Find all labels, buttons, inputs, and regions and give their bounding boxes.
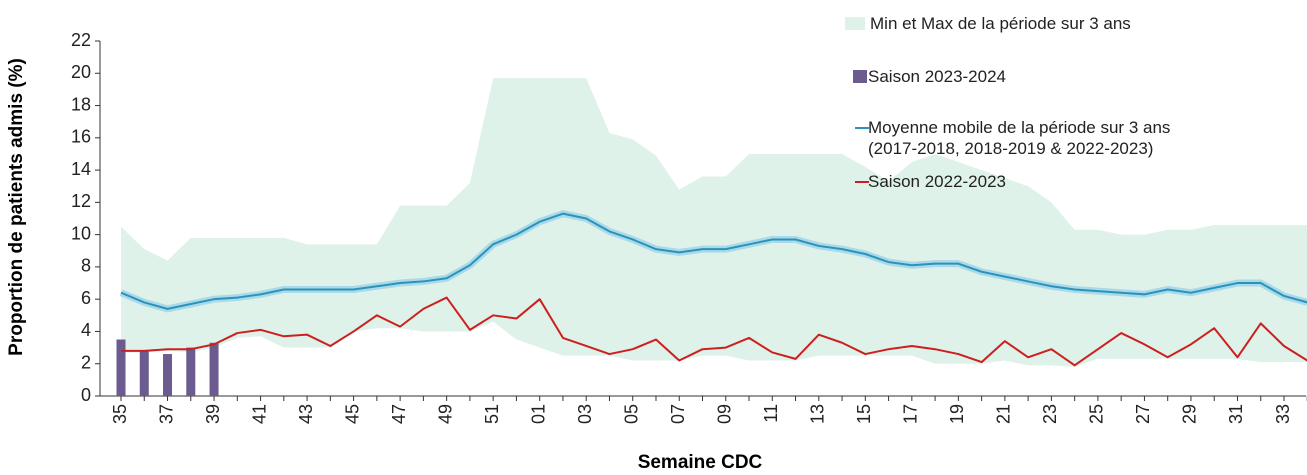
legend-label: Saison 2023-2024: [868, 67, 1007, 86]
y-tick-label: 18: [71, 94, 91, 114]
x-tick-label: 47: [389, 404, 409, 424]
x-tick-label: 27: [1133, 404, 1153, 424]
bar: [209, 342, 219, 396]
y-tick-label: 0: [81, 385, 91, 405]
legend-swatch: [855, 181, 869, 183]
legend-label: Min et Max de la période sur 3 ans: [870, 14, 1131, 33]
x-tick-label: 25: [1087, 404, 1107, 424]
y-axis-title: Proportion de patients admis (%): [6, 58, 27, 356]
bar: [139, 350, 149, 396]
x-axis-title: Semaine CDC: [637, 452, 763, 473]
legend-swatch: [853, 70, 867, 83]
x-tick-label: 49: [435, 404, 455, 424]
line: [120, 212, 1307, 310]
bar: [116, 339, 126, 396]
x-tick-label: 03: [575, 404, 595, 424]
x-tick-label: 41: [249, 404, 269, 424]
y-tick-label: 14: [71, 159, 91, 179]
x-tick-label: 01: [528, 404, 548, 424]
x-tick-label: 45: [342, 404, 362, 424]
y-tick-label: 2: [81, 352, 91, 372]
x-tick-label: 51: [482, 404, 502, 424]
x-tick-label: 11: [761, 404, 781, 423]
legend-label: Moyenne mobile de la période sur 3 ans (…: [868, 118, 1171, 158]
legend-label: Saison 2022-2023: [868, 172, 1007, 191]
x-tick-label: 09: [715, 404, 735, 424]
line: [121, 296, 1307, 367]
bar: [186, 347, 196, 396]
x-tick-label: 07: [668, 404, 688, 424]
x-tick-label: 39: [203, 404, 223, 424]
y-tick-label: 16: [71, 127, 91, 147]
x-tick-label: 37: [156, 404, 176, 424]
x-tick-label: 31: [1226, 404, 1246, 424]
y-tick-label: 10: [71, 223, 91, 243]
x-tick-label: 43: [296, 404, 316, 424]
x-tick-label: 05: [621, 404, 641, 424]
y-tick-label: 8: [81, 256, 91, 276]
x-tick-label: 13: [808, 404, 828, 424]
y-tick-label: 12: [71, 191, 91, 211]
x-tick-label: 35: [110, 404, 130, 424]
bar: [163, 354, 173, 396]
legend-swatch: [845, 17, 865, 30]
x-tick-label: 15: [854, 404, 874, 424]
y-tick-label: 20: [71, 62, 91, 82]
x-tick-label: 19: [947, 404, 967, 424]
x-tick-label: 21: [994, 404, 1014, 424]
y-tick-label: 22: [71, 30, 91, 50]
x-tick-label: 17: [901, 404, 921, 424]
min-max-band: [121, 78, 1307, 367]
x-tick-label: 23: [1040, 404, 1060, 424]
y-tick-label: 6: [81, 288, 91, 308]
y-tick-label: 4: [81, 320, 91, 340]
x-tick-label: 29: [1180, 404, 1200, 424]
legend-swatch: [855, 127, 869, 129]
x-tick-label: 33: [1273, 404, 1293, 424]
